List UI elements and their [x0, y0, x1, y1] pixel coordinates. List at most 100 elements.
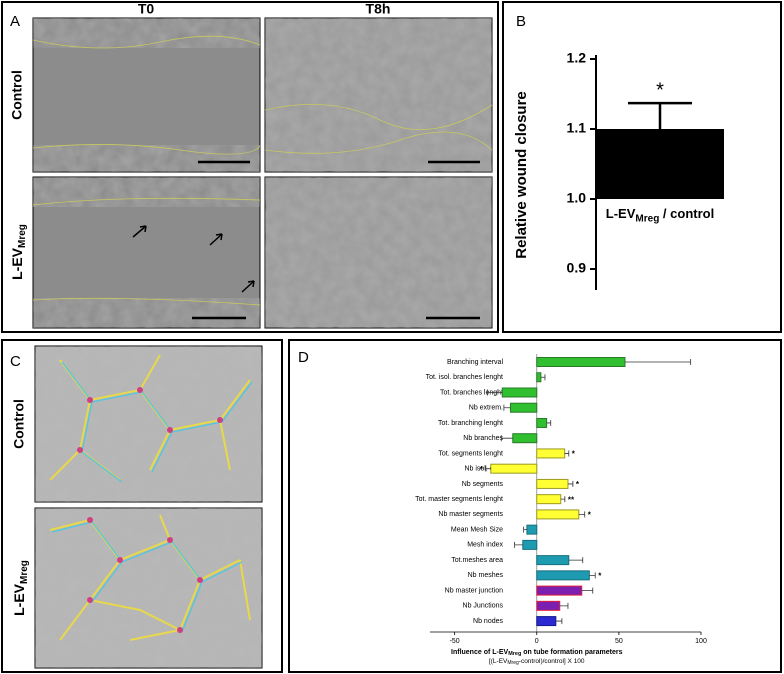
bar [536, 509, 580, 520]
significance: * [480, 465, 484, 474]
error-bar [487, 389, 503, 396]
bar [536, 372, 542, 383]
bar [526, 524, 538, 535]
column-label: T8h [366, 1, 391, 17]
x-axis-sublabel: [(L-EVMreg-control)/control] X 100 [489, 658, 585, 666]
category-label: Tot. isol. branches lenght [426, 374, 503, 381]
significance: * [576, 480, 580, 489]
significance: * [588, 511, 592, 520]
row-label: L-EVMreg [11, 560, 30, 616]
bar [522, 539, 538, 550]
panel-frame [1, 1, 499, 333]
x-axis-sublabel-sub: Mreg [507, 660, 519, 666]
error-bar [624, 359, 692, 365]
error-bar [628, 101, 692, 129]
error-bar [555, 618, 563, 625]
bar [536, 570, 590, 581]
significance: * [656, 79, 664, 101]
row-label-sub: Mreg [17, 224, 28, 248]
category-label: Nb master junction [445, 587, 503, 594]
cell-layer [265, 177, 492, 328]
error-bar [567, 480, 574, 487]
bar [536, 417, 548, 428]
panel-label: C [10, 353, 21, 370]
error-bar [564, 450, 570, 457]
category-label-main: L-EV [606, 206, 636, 221]
y-axis-label: Relative wound closure [513, 91, 530, 259]
error-bar [546, 419, 552, 426]
bar [536, 478, 569, 489]
bar [509, 402, 538, 413]
y-tick-label: 0.9 [567, 260, 587, 276]
category-label: Nb master segments [438, 511, 503, 518]
significance: ** [568, 495, 575, 504]
error-bar [523, 526, 527, 533]
x-axis-sublabel-after: -control)/control] X 100 [519, 658, 585, 665]
x-tick-label: 0 [535, 638, 539, 645]
junctions [77, 387, 223, 633]
error-bar [503, 404, 511, 411]
y-tick-label: 1.2 [567, 50, 587, 66]
row-label-main: L-EV [11, 583, 27, 616]
panel-label: B [516, 13, 526, 30]
cell-layer [35, 346, 262, 502]
panel-frame [288, 339, 782, 673]
panel-frame [1, 339, 283, 673]
cell-layer [35, 508, 262, 668]
error-bar [514, 541, 523, 548]
bar [596, 129, 724, 199]
row-label: Control [9, 70, 25, 120]
cell-layer [33, 177, 260, 207]
error-bar [559, 602, 569, 609]
bar [490, 463, 538, 474]
x-tick-label: 100 [695, 638, 707, 645]
error-bar [589, 572, 596, 579]
category-label: Branching interval [447, 359, 503, 366]
panel-frame [502, 1, 782, 333]
category-label: Mean Mesh Size [451, 526, 503, 533]
category-label: Nb meshes [468, 572, 504, 579]
panel-label: A [10, 13, 20, 30]
category-label: Nb nodes [473, 618, 503, 625]
bar [536, 585, 583, 596]
bar [512, 433, 538, 444]
cell-layer [33, 18, 260, 48]
category-label: Tot. branches lenght [440, 389, 503, 396]
wound-edge [264, 103, 493, 154]
category-label: Tot. branching lenght [438, 420, 503, 427]
x-tick-label: 50 [615, 638, 623, 645]
category-label: Nb branches [463, 435, 503, 442]
error-bar [581, 587, 594, 594]
bar [536, 357, 626, 367]
bar [536, 448, 566, 459]
y-tick-label: 1.1 [567, 120, 587, 136]
x-axis-label: Influence of L-EVMreg on tube formation … [451, 649, 623, 658]
bar [536, 616, 557, 627]
network-images [34, 345, 263, 669]
column-label: T0 [138, 1, 155, 17]
category-label: Nb Junctions [463, 603, 504, 610]
significance: * [572, 450, 576, 459]
error-bar [578, 511, 586, 518]
category-label: Tot.meshes area [451, 557, 503, 564]
error-bar [485, 465, 491, 472]
bar [536, 600, 561, 611]
significance: * [598, 571, 602, 580]
category-label: Nb isol. seg. [464, 466, 503, 473]
x-axis-label-main: Influence of L-EV [451, 649, 509, 656]
row-label-sub: Mreg [19, 560, 30, 584]
category-label: Tot. master segments lenght [415, 496, 503, 503]
error-bar [500, 435, 513, 442]
cell-layer [265, 18, 492, 172]
micrographs [32, 17, 493, 660]
bar [501, 387, 538, 398]
cell-layer [33, 298, 260, 328]
category-label-sub: Mreg [635, 213, 659, 224]
bar [536, 555, 570, 566]
x-axis-label-sub: Mreg [508, 651, 521, 657]
wound-edge [32, 35, 261, 306]
x-axis-label-after: on tube formation parameters [521, 649, 622, 656]
category-label: Tot. segments lenght [438, 450, 503, 457]
category-label: Nb segments [462, 481, 504, 488]
category-label: Mesh index [467, 542, 503, 549]
